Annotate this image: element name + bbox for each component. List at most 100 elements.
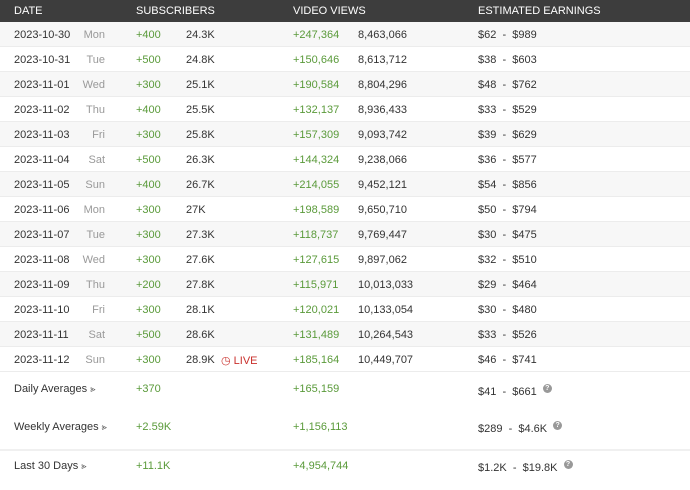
summary-label-text: Weekly Averages: [14, 421, 99, 433]
cell-sub-total: 28.9K: [186, 354, 215, 366]
header-earnings: ESTIMATED EARNINGS: [478, 5, 601, 17]
table-row: 2023-11-11 Sat +500 28.6K +131,489 10,264,543…: [0, 322, 690, 347]
cell-sub-total: 24.3K: [186, 29, 215, 41]
cell-sub-total: 27.6K: [186, 254, 215, 266]
cell-earnings: $46 - $741: [478, 354, 537, 366]
summary-label-text: Daily Averages: [14, 383, 88, 395]
cell-sub-change: +400: [136, 104, 161, 116]
table-row: 2023-11-03 Fri +300 25.8K +157,309 9,093,742 $…: [0, 122, 690, 147]
cell-earnings: $33 - $529: [478, 104, 537, 116]
clock-icon: ◷: [221, 355, 231, 367]
help-icon[interactable]: ?: [563, 460, 573, 469]
cell-sub-total: 28.6K: [186, 329, 215, 341]
help-icon[interactable]: ?: [553, 421, 563, 430]
cell-date: 2023-11-09: [14, 279, 70, 291]
cell-view-change: +190,584: [293, 79, 340, 91]
cell-sub-change: +500: [136, 54, 161, 66]
cell-sub-total: 28.1K: [186, 304, 215, 316]
cell-earnings: $39 - $629: [478, 129, 537, 141]
cell-sub-change: +300: [136, 229, 161, 241]
cell-sub-change: +400: [136, 29, 161, 41]
cell-view-total: 9,650,710: [358, 204, 407, 216]
summary-earnings-text: $289 - $4.6K: [478, 423, 548, 435]
header-views: VIDEO VIEWS: [293, 5, 366, 17]
cell-date: 2023-11-06: [14, 204, 70, 216]
cell-sub-change: +300: [136, 304, 161, 316]
summary-label: Last 30 Days ⪢: [14, 460, 86, 472]
cell-date: 2023-11-08: [14, 254, 70, 266]
cell-date: 2023-10-31: [14, 54, 71, 66]
cell-sub-total: 24.8K: [186, 54, 215, 66]
cell-day: Wed: [82, 254, 105, 266]
summary-earnings-text: $41 - $661: [478, 386, 537, 398]
cell-day: Mon: [83, 29, 105, 41]
table-row: 2023-11-10 Fri +300 28.1K +120,021 10,133,054…: [0, 297, 690, 322]
summary-row: Last 30 Days ⪢ +11.1K +4,954,744 $1.2K - $1…: [0, 452, 690, 490]
cell-day: Thu: [86, 279, 105, 291]
cell-day: Thu: [86, 104, 105, 116]
cell-date: 2023-11-04: [14, 154, 70, 166]
cell-earnings: $38 - $603: [478, 54, 537, 66]
cell-day: Fri: [92, 304, 105, 316]
cell-view-total: 10,133,054: [358, 304, 414, 316]
cell-date: 2023-11-07: [14, 229, 70, 241]
summary-label: Weekly Averages ⪢: [14, 421, 107, 433]
cell-view-total: 9,238,066: [358, 154, 407, 166]
cell-date: 2023-11-03: [14, 129, 70, 141]
cell-view-change: +198,589: [293, 204, 340, 216]
cell-sub-change: +300: [136, 79, 161, 91]
table-row: 2023-11-05 Sun +400 26.7K +214,055 9,452,121 $…: [0, 172, 690, 197]
cell-day: Tue: [86, 54, 105, 66]
table-row: 2023-11-07 Tue +300 27.3K +118,737 9,769,447 $…: [0, 222, 690, 247]
cell-view-total: 8,936,433: [358, 104, 407, 116]
summary-subs: +2.59K: [136, 421, 172, 433]
summary-row: Weekly Averages ⪢ +2.59K +1,156,113 $289 - …: [0, 413, 690, 451]
summary-label: Daily Averages ⪢: [14, 383, 95, 395]
cell-sub-total: 26.7K: [186, 179, 215, 191]
cell-view-total: 8,613,712: [358, 54, 407, 66]
cell-view-total: 9,897,062: [358, 254, 407, 266]
cell-day: Wed: [82, 79, 105, 91]
cell-sub-change: +300: [136, 254, 161, 266]
cell-sub-change: +400: [136, 179, 161, 191]
cell-earnings: $62 - $989: [478, 29, 537, 41]
cell-day: Sat: [88, 329, 105, 341]
cell-sub-total: 25.8K: [186, 129, 215, 141]
cell-sub-total: 27.3K: [186, 229, 215, 241]
share-icon[interactable]: ⪢: [81, 461, 87, 471]
share-icon[interactable]: ⪢: [90, 384, 96, 394]
summary-views: +4,954,744: [293, 460, 349, 472]
cell-view-change: +214,055: [293, 179, 340, 191]
cell-view-change: +120,021: [293, 304, 340, 316]
cell-day: Sun: [85, 354, 105, 366]
live-badge[interactable]: ◷ LIVE: [221, 354, 258, 367]
cell-day: Sun: [85, 179, 105, 191]
summary-earnings: $289 - $4.6K ?: [478, 421, 563, 435]
cell-day: Tue: [86, 229, 105, 241]
cell-sub-change: +300: [136, 354, 161, 366]
cell-earnings: $32 - $510: [478, 254, 537, 266]
cell-sub-change: +500: [136, 154, 161, 166]
cell-day: Sat: [88, 154, 105, 166]
cell-date: 2023-11-11: [14, 329, 69, 341]
summary-earnings-text: $1.2K - $19.8K: [478, 462, 558, 474]
help-icon[interactable]: ?: [542, 384, 552, 393]
table-row: 2023-11-09 Thu +200 27.8K +115,971 10,013,033…: [0, 272, 690, 297]
cell-earnings: $33 - $526: [478, 329, 537, 341]
table-row: 2023-11-01 Wed +300 25.1K +190,584 8,804,296 $…: [0, 72, 690, 97]
header-subscribers: SUBSCRIBERS: [136, 5, 215, 17]
cell-view-change: +132,137: [293, 104, 340, 116]
cell-sub-change: +500: [136, 329, 161, 341]
summary-subs: +11.1K: [136, 460, 171, 472]
cell-day: Fri: [92, 129, 105, 141]
summary-earnings: $1.2K - $19.8K ?: [478, 460, 573, 474]
cell-sub-total: 25.1K: [186, 79, 215, 91]
cell-view-change: +127,615: [293, 254, 340, 266]
share-icon[interactable]: ⪢: [101, 422, 107, 432]
cell-view-change: +247,364: [293, 29, 340, 41]
cell-view-total: 8,463,066: [358, 29, 407, 41]
cell-view-total: 9,452,121: [358, 179, 407, 191]
cell-day: Mon: [83, 204, 105, 216]
cell-view-total: 10,013,033: [358, 279, 414, 291]
summary-views: +1,156,113: [293, 421, 348, 433]
